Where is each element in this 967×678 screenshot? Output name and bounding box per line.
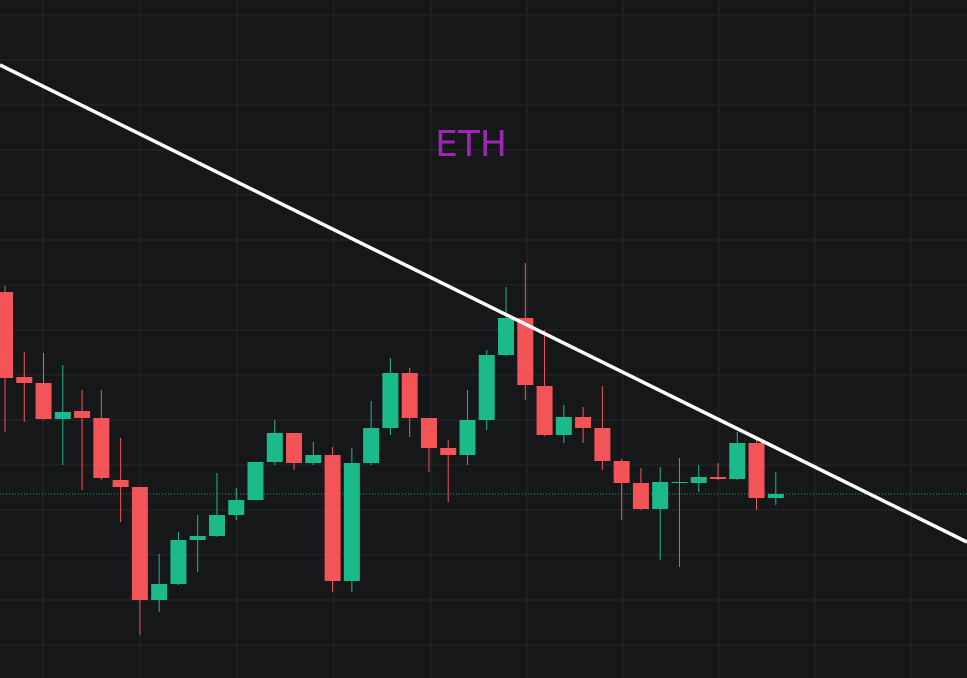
candle-body [74, 411, 91, 418]
candle-body [170, 540, 187, 584]
candle-body [112, 480, 129, 487]
candle-body [0, 292, 13, 378]
candle-body [286, 433, 303, 463]
candle-body [478, 355, 495, 420]
candle-body [613, 461, 630, 483]
candles [0, 263, 784, 635]
candle-body [382, 373, 399, 428]
candle-body [151, 584, 168, 600]
candle-body [459, 420, 476, 455]
candle-body [729, 443, 746, 479]
candle-body [208, 515, 225, 536]
candle-body [305, 455, 322, 463]
candle-body [401, 373, 418, 418]
candle-body [266, 433, 283, 462]
candle-body [35, 383, 52, 419]
candle-body [343, 463, 360, 581]
candle-body [93, 418, 110, 478]
candle-body [767, 494, 784, 498]
candle-body [536, 386, 553, 435]
candle-body [748, 443, 765, 498]
trend-line [0, 63, 967, 544]
candle-body [440, 448, 457, 455]
candle-body [324, 455, 341, 581]
candle-body [709, 477, 726, 479]
candle-body [420, 418, 437, 448]
candle-body [671, 482, 688, 483]
candle-body [575, 417, 592, 428]
candle-body [690, 477, 707, 483]
candle-body [228, 500, 245, 515]
candle-body [632, 483, 649, 509]
candle-body [652, 482, 669, 509]
candle-body [16, 377, 33, 383]
chart-title: ETH [435, 124, 507, 165]
candle-body [363, 428, 380, 463]
candle-body [517, 318, 534, 385]
candle-body [498, 318, 515, 355]
candle-body [189, 536, 206, 540]
candle-body [54, 412, 71, 419]
candle-body [247, 462, 264, 500]
candle-body [131, 487, 148, 600]
candle-body [555, 417, 572, 435]
candle-body [594, 428, 611, 461]
